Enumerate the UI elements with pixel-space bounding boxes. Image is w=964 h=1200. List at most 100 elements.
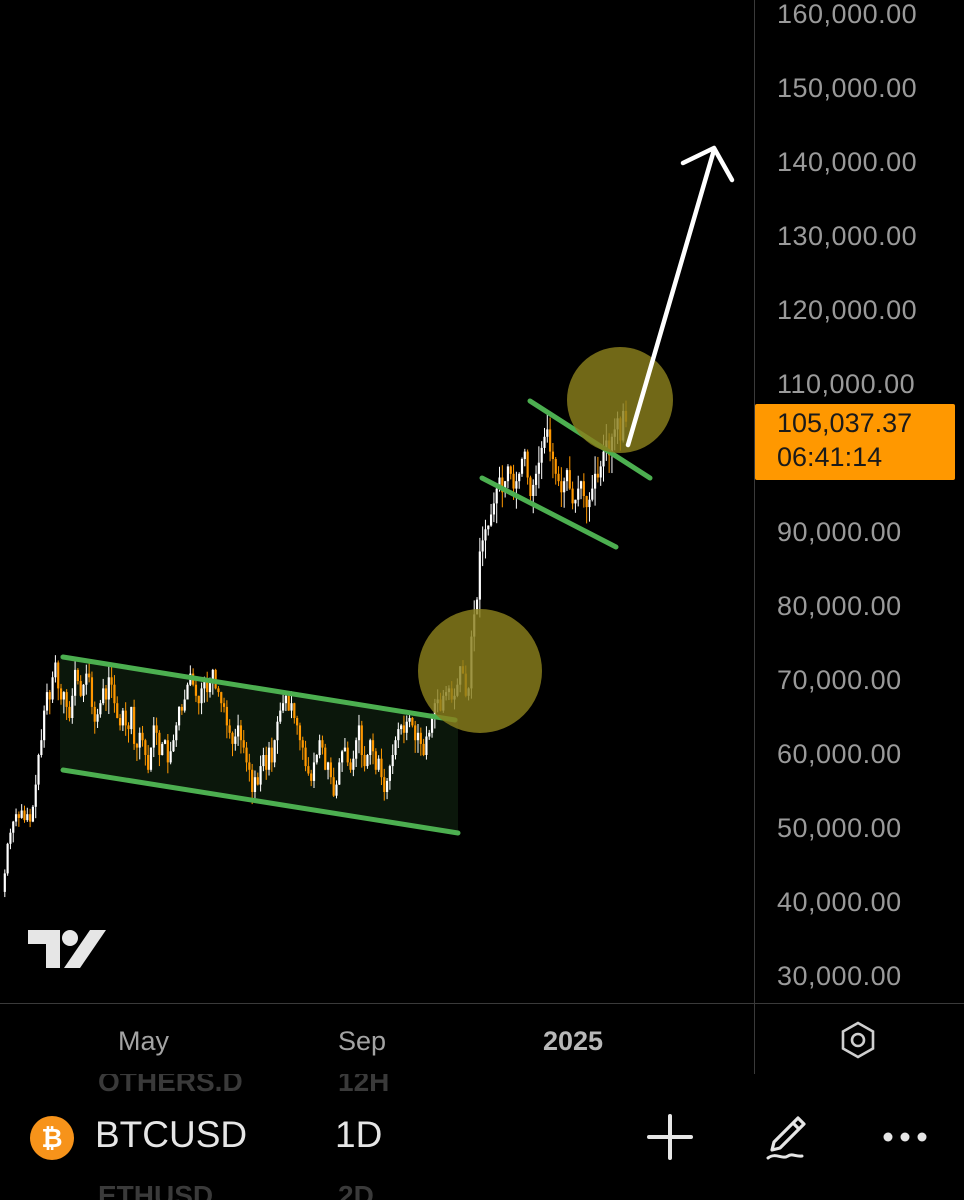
candle-body (14, 814, 18, 822)
candle-body (130, 706, 133, 730)
candle-body (551, 451, 555, 459)
candle-body (17, 814, 20, 818)
symbol-selector[interactable]: BTCUSD (95, 1114, 248, 1155)
candle-body (321, 740, 324, 748)
candle-body (296, 718, 299, 726)
candle-body (360, 725, 363, 755)
candle-body (231, 732, 234, 744)
candle-body (3, 873, 6, 892)
chart-settings-icon[interactable] (838, 1020, 878, 1060)
candle-body (141, 732, 144, 741)
candle-body (585, 496, 588, 508)
candle-body (526, 451, 529, 478)
price-tick-label: 90,000.00 (777, 517, 902, 547)
candle-body (45, 692, 49, 711)
candle-body (12, 821, 15, 833)
candle-body (6, 843, 9, 874)
candle-body (560, 481, 563, 493)
candle-body (200, 688, 203, 704)
candle-body (332, 777, 335, 796)
candle-body (163, 740, 167, 744)
candle-body (59, 688, 63, 700)
breakout-highlight-circle (418, 609, 542, 733)
candle-body (102, 688, 105, 704)
candle-body (430, 714, 434, 733)
candle-body (557, 473, 560, 482)
candle-body (93, 706, 96, 722)
candle-body (71, 695, 74, 718)
candle-body (121, 710, 124, 726)
candle-body (262, 755, 265, 767)
price-axis[interactable]: 160,000.00 150,000.00 140,000.00 130,000.00… (754, 0, 964, 1003)
candle-body (543, 436, 546, 448)
candle-body (273, 740, 276, 763)
candle-body (194, 684, 198, 696)
candle-body (138, 732, 141, 748)
price-tick-label: 120,000.00 (777, 295, 918, 325)
price-tick-label: 80,000.00 (777, 591, 902, 621)
candle-body (161, 743, 164, 755)
price-tick-label: 30,000.00 (777, 961, 902, 991)
more-icon[interactable] (880, 1112, 930, 1162)
candle-body (239, 725, 243, 741)
candle-body (88, 673, 91, 678)
candle-body (118, 718, 122, 726)
candle-body (37, 755, 40, 785)
candle-body (529, 477, 532, 496)
price-chart[interactable] (0, 0, 754, 1003)
price-tick-label: 130,000.00 (777, 221, 918, 251)
axis-divider (754, 1004, 755, 1074)
candle-body (495, 488, 498, 504)
candle-body (537, 462, 540, 474)
candle-body (116, 703, 119, 718)
candle-body (40, 740, 43, 755)
breakout-highlight-circle (567, 347, 673, 453)
candle-body (385, 780, 389, 792)
time-tick-label: Sep (338, 1026, 387, 1056)
candle-body (599, 466, 602, 478)
candle-body (484, 529, 487, 541)
candle-body (571, 488, 574, 504)
candle-body (158, 732, 161, 755)
candle-body (48, 692, 51, 700)
candle-body (211, 669, 214, 681)
candle-body (290, 703, 293, 711)
candle-body (329, 762, 332, 778)
candle-body (568, 470, 571, 489)
interval-selector[interactable]: 1D (335, 1114, 383, 1155)
pencil-icon[interactable] (762, 1112, 812, 1162)
time-axis[interactable]: May Sep 2025 (0, 1003, 964, 1075)
candle-body (574, 499, 577, 504)
candle-body (498, 477, 501, 489)
candle-body (523, 451, 526, 459)
candle-body (304, 747, 307, 767)
candle-body (394, 740, 397, 755)
candle-body (186, 684, 189, 700)
candle-body (307, 766, 310, 774)
candle-body (76, 669, 79, 681)
candle-body (242, 740, 245, 748)
price-tick-label: 50,000.00 (777, 813, 902, 843)
candle-body (324, 747, 327, 770)
candle-body (90, 677, 94, 707)
chart-area[interactable] (0, 0, 754, 1003)
candle-body (397, 729, 400, 741)
candle-body (172, 740, 175, 752)
candle-body (152, 725, 155, 748)
candle-body (279, 710, 282, 722)
candle-body (355, 740, 358, 759)
candle-body (346, 747, 349, 763)
add-icon[interactable] (645, 1112, 695, 1162)
candle-body (338, 762, 341, 785)
bitcoin-icon[interactable]: ₿ (30, 1116, 74, 1160)
time-tick-label: May (118, 1026, 170, 1056)
candle-body (374, 751, 377, 770)
candle-body (222, 703, 226, 707)
candle-body (602, 451, 605, 467)
candle-body (110, 677, 113, 685)
candle-body (414, 725, 417, 741)
candle-body (478, 551, 481, 600)
candle-body (225, 706, 228, 726)
candle-body (104, 688, 108, 700)
candle-body (371, 740, 375, 752)
